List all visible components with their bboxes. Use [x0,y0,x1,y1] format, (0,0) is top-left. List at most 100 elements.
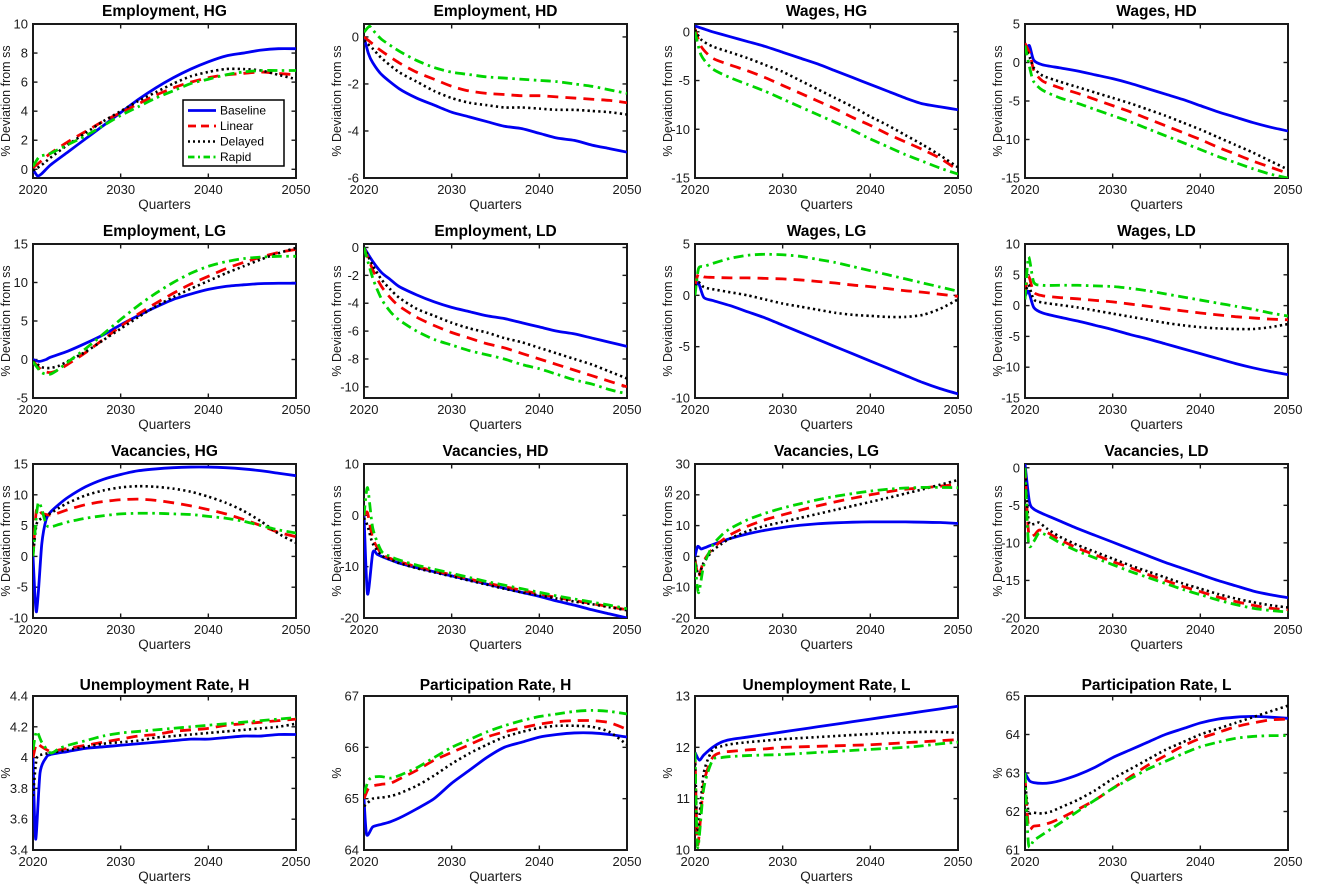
x-tick-label: 2050 [1274,622,1303,637]
x-axis-label: Quarters [1130,417,1183,432]
y-tick-label: -4 [347,123,359,138]
series-line-delayed [694,478,958,577]
y-tick-label: 20 [675,487,689,502]
x-tick-label: 2050 [943,182,972,197]
chart-canvas: Wages, HG 2020 2030 2040 2050 0 -5 -10 -15 Quarte… [662,3,972,212]
y-tick-label: -15 [1001,573,1020,588]
subplot-unemployment-rate-l: Unemployment Rate, L 2020 2030 2040 2050 10 11… [662,660,993,885]
x-tick-label: 2020 [19,854,48,869]
y-tick-label: -15 [1001,171,1020,186]
chart-title: Unemployment Rate, H [80,677,250,694]
series-line-delayed [363,246,627,380]
y-tick-label: 0 [682,288,689,303]
y-tick-label: -10 [1001,360,1020,375]
x-axis-label: Quarters [138,637,191,652]
x-tick-label: 2020 [1011,402,1040,417]
x-axis-label: Quarters [1130,869,1183,884]
y-tick-label: 3.6 [10,812,28,827]
y-tick-label: -10 [671,122,690,137]
series-line-linear [363,246,627,389]
x-tick-label: 2050 [282,182,311,197]
y-tick-label: 3.8 [10,781,28,796]
series-line-linear [1025,274,1289,322]
series-group [1025,255,1289,376]
x-tick-label: 2020 [1011,182,1040,197]
y-tick-label: 64 [1006,727,1020,742]
axes-box [362,463,628,619]
y-axis-label: % Deviation from ss [992,265,1005,376]
x-tick-label: 2030 [106,622,135,637]
series-line-baseline [694,281,958,396]
chart-title: Employment, LD [434,223,556,240]
axes-box [693,463,959,619]
series-line-delayed [33,722,296,797]
subplot-unemployment-rate-h: Unemployment Rate, H 2020 2030 2040 2050 3.4 3… [0,660,331,885]
series-line-baseline [363,36,627,154]
chart-title: Employment, LG [103,223,226,240]
series-line-delayed [33,484,296,557]
series-group [1025,42,1289,178]
series-line-baseline [363,515,627,618]
x-axis-label: Quarters [469,417,522,432]
x-tick-label: 2040 [194,622,223,637]
x-axis-label: Quarters [469,637,522,652]
series-line-linear [33,70,296,169]
subplot-employment-hd: Employment, HD 2020 2030 2040 2050 0 -2 -4 -6 Qua… [331,0,662,220]
axes-box [32,695,297,851]
x-tick-label: 2030 [1098,854,1127,869]
y-tick-label: 4.2 [10,719,28,734]
series-line-delayed [363,724,627,808]
x-tick-label: 2030 [106,854,135,869]
y-tick-label: 10 [14,17,28,32]
chart-canvas: Participation Rate, L 2020 2030 2040 2050 61 6… [992,677,1302,884]
axes-box [32,463,297,619]
x-tick-label: 2020 [680,402,709,417]
series-group [363,486,627,618]
chart-title: Wages, HG [785,3,866,20]
y-tick-label: 61 [1006,843,1020,858]
series-group [33,716,296,841]
y-tick-label: 10 [1006,237,1020,252]
chart-canvas: Vacancies, HD 2020 2030 2040 2050 10 0 -10 -20 Qu… [331,443,641,652]
x-tick-label: 2020 [349,182,378,197]
x-axis-label: Quarters [138,417,191,432]
axes-box [1024,463,1290,619]
y-axis-label: % Deviation from ss [331,265,344,376]
x-axis-label: Quarters [469,869,522,884]
y-tick-label: 5 [21,314,28,329]
y-tick-label: 62 [1006,804,1020,819]
subplot-employment-hg: Employment, HG 2020 2030 2040 2050 0 2 4 6 8 10 Qua… [0,0,331,220]
series-line-linear [363,510,627,612]
y-tick-label: 13 [675,689,689,704]
chart-canvas: Vacancies, HG 2020 2030 2040 2050 -10 -5 0 5 10 15… [0,443,310,652]
series-line-delayed [33,67,296,172]
y-tick-label: 15 [14,457,28,472]
series-line-delayed [363,39,627,116]
x-tick-label: 2040 [525,854,554,869]
y-tick-label: -10 [340,559,359,574]
x-tick-label: 2040 [194,402,223,417]
x-tick-label: 2040 [525,622,554,637]
series-line-baseline [363,246,627,348]
chart-title: Vacancies, HD [442,443,548,460]
y-tick-label: 30 [675,457,689,472]
y-tick-label: 8 [21,46,28,61]
y-tick-label: -20 [671,611,690,626]
y-tick-label: -15 [1001,391,1020,406]
y-axis-label: % [662,767,675,778]
axes-box [362,243,628,399]
y-tick-label: -10 [671,391,690,406]
subplot-wages-hg: Wages, HG 2020 2030 2040 2050 0 -5 -10 -15 Quarte… [662,0,993,220]
y-tick-label: 12 [675,740,689,755]
y-tick-label: 65 [344,791,358,806]
y-tick-label: -5 [1009,94,1021,109]
x-tick-label: 2030 [106,182,135,197]
chart-canvas: Employment, LG 2020 2030 2040 2050 -5 0 5 10 15 Qu… [0,223,310,432]
chart-canvas: Wages, HD 2020 2030 2040 2050 5 0 -5 -10 -15 Quart… [992,3,1302,212]
series-line-delayed [694,29,958,169]
y-tick-label: -10 [1001,535,1020,550]
series-group [1025,704,1289,849]
series-line-delayed [694,280,958,319]
y-tick-label: -2 [347,268,359,283]
